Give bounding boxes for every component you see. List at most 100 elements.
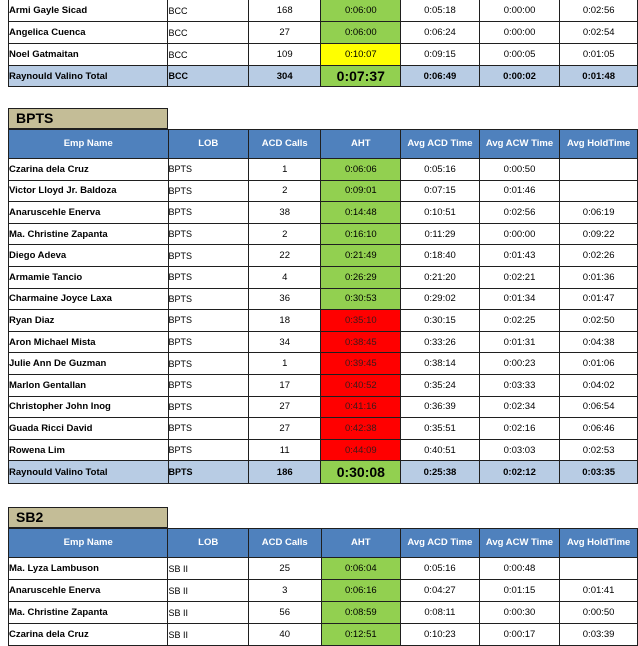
emp-name-cell: Czarina dela Cruz <box>8 158 169 181</box>
acd-calls-cell: 2 <box>247 179 322 203</box>
avg-hold-time-cell: 0:00:50 <box>559 601 638 624</box>
total-emp-name-cell: Raynould Valino Total <box>8 460 169 485</box>
total-row: Raynould Valino Total BPTS 186 0:30:08 0:25:… <box>8 460 638 485</box>
aht-cell: 0:35:10 <box>320 309 402 332</box>
sb2-header-row: Emp Name LOB ACD Calls AHT Avg ACD Time … <box>7 528 638 558</box>
avg-acd-time-cell: 0:05:16 <box>400 557 480 580</box>
emp-name-cell: Ma. Christine Zapanta <box>8 222 169 246</box>
acd-calls-cell: 27 <box>247 21 322 44</box>
avg-hold-time-cell: 0:06:19 <box>559 201 638 224</box>
total-avg-acd-time-cell: 0:25:38 <box>400 460 480 485</box>
avg-acd-time-cell: 0:18:40 <box>400 244 480 267</box>
table-row: Marlon Gentallan BPTS 17 0:40:52 0:35:24 0:03… <box>8 373 638 397</box>
section-title-bpts: BPTS <box>8 108 168 129</box>
emp-name-cell: Anaruscehle Enerva <box>8 201 169 224</box>
lob-cell: BPTS <box>167 417 249 440</box>
acd-calls-cell: 34 <box>247 330 322 354</box>
avg-acd-time-cell: 0:36:39 <box>400 395 480 419</box>
total-acd-calls-cell: 186 <box>247 460 322 485</box>
lob-cell: BPTS <box>167 330 249 354</box>
avg-acd-time-cell: 0:05:18 <box>400 0 480 22</box>
aht-cell: 0:21:49 <box>320 244 402 267</box>
total-aht-cell: 0:30:08 <box>320 460 402 485</box>
table-row: Czarina dela Cruz BPTS 1 0:06:06 0:05:16 0:00… <box>8 158 638 181</box>
lob-cell: BPTS <box>167 222 249 246</box>
emp-name-cell: Ma. Lyza Lambuson <box>7 557 169 580</box>
avg-acw-time-cell: 0:02:16 <box>478 417 561 440</box>
avg-acd-time-cell: 0:40:51 <box>400 438 480 462</box>
header-lob: LOB <box>167 528 249 558</box>
lob-cell: BCC <box>167 21 249 44</box>
emp-name-cell: Armamie Tancio <box>8 265 169 289</box>
sb2-table: Emp Name LOB ACD Calls AHT Avg ACD Time … <box>7 528 638 646</box>
avg-acw-time-cell: 0:02:25 <box>478 309 561 332</box>
lob-cell: BCC <box>167 43 249 66</box>
table-row: Charmaine Joyce Laxa BPTS 36 0:30:53 0:29:02… <box>8 287 638 311</box>
avg-acw-time-cell: 0:03:33 <box>478 373 561 397</box>
lob-cell: BPTS <box>167 287 249 311</box>
bcc-table: Armi Gayle Sicad BCC 168 0:06:00 0:05:18 0:00… <box>7 0 638 87</box>
emp-name-cell: Ryan Diaz <box>8 309 169 332</box>
aht-cell: 0:26:29 <box>320 265 402 289</box>
header-emp-name: Emp Name <box>8 129 169 159</box>
avg-acw-time-cell: 0:01:43 <box>478 244 561 267</box>
avg-hold-time-cell: 0:09:22 <box>559 222 638 246</box>
acd-calls-cell: 27 <box>247 417 322 440</box>
avg-acw-time-cell: 0:01:34 <box>478 287 561 311</box>
table-row: Ma. Christine Zapanta BPTS 2 0:16:10 0:11:29… <box>8 222 638 246</box>
aht-cell: 0:39:45 <box>320 352 402 375</box>
acd-calls-cell: 109 <box>247 43 322 66</box>
avg-hold-time-cell: 0:01:06 <box>559 352 638 375</box>
total-lob-cell: BCC <box>167 65 249 87</box>
total-aht-cell: 0:07:37 <box>320 65 402 87</box>
section-title-sb2: SB2 <box>8 507 168 528</box>
table-row: Guada Ricci David BPTS 27 0:42:38 0:35:51 0:0… <box>8 417 638 440</box>
emp-name-cell: Christopher John Inog <box>8 395 169 419</box>
aht-cell: 0:08:59 <box>320 601 402 624</box>
emp-name-cell: Victor Lloyd Jr. Baldoza <box>8 179 169 203</box>
table-row: Angelica Cuenca BCC 27 0:06:00 0:06:24 0:00:0… <box>7 21 638 44</box>
aht-cell: 0:10:07 <box>320 43 402 66</box>
header-acd-calls: ACD Calls <box>247 129 322 159</box>
lob-cell: BCC <box>167 0 249 22</box>
avg-acw-time-cell: 0:00:05 <box>478 43 561 66</box>
lob-cell: BPTS <box>167 179 249 203</box>
table-row: Christopher John Inog BPTS 27 0:41:16 0:36:3… <box>8 395 638 419</box>
avg-hold-time-cell: 0:02:50 <box>559 309 638 332</box>
avg-acd-time-cell: 0:38:14 <box>400 352 480 375</box>
table-row: Armi Gayle Sicad BCC 168 0:06:00 0:05:18 0:00… <box>7 0 638 22</box>
aht-cell: 0:16:10 <box>320 222 402 246</box>
aht-cell: 0:44:09 <box>320 438 402 462</box>
acd-calls-cell: 56 <box>247 601 322 624</box>
table-row: Julie Ann De Guzman BPTS 1 0:39:45 0:38:14 0:… <box>8 352 638 375</box>
acd-calls-cell: 18 <box>247 309 322 332</box>
emp-name-cell: Aron Michael Mista <box>8 330 169 354</box>
avg-hold-time-cell: 0:02:53 <box>559 438 638 462</box>
avg-acw-time-cell: 0:01:31 <box>478 330 561 354</box>
lob-cell: SB II <box>167 601 249 624</box>
aht-cell: 0:06:00 <box>320 21 402 44</box>
total-lob-cell: BPTS <box>167 460 249 485</box>
table-row: Victor Lloyd Jr. Baldoza BPTS 2 0:09:01 0:07… <box>8 179 638 203</box>
avg-hold-time-cell: 0:06:46 <box>559 417 638 440</box>
avg-hold-time-cell: 0:02:26 <box>559 244 638 267</box>
total-avg-hold-time-cell: 0:03:35 <box>559 460 638 485</box>
avg-acd-time-cell: 0:21:20 <box>400 265 480 289</box>
avg-acd-time-cell: 0:06:24 <box>400 21 480 44</box>
avg-acw-time-cell: 0:02:34 <box>478 395 561 419</box>
emp-name-cell: Angelica Cuenca <box>7 21 169 44</box>
avg-acw-time-cell: 0:00:48 <box>478 557 561 580</box>
lob-cell: SB II <box>167 579 249 602</box>
bpts-header-row: Emp Name LOB ACD Calls AHT Avg ACD Time … <box>8 129 638 159</box>
aht-cell: 0:06:04 <box>320 557 402 580</box>
aht-cell: 0:06:16 <box>320 579 402 602</box>
avg-acd-time-cell: 0:07:15 <box>400 179 480 203</box>
bpts-table: Emp Name LOB ACD Calls AHT Avg ACD Time … <box>8 129 638 485</box>
acd-calls-cell: 22 <box>247 244 322 267</box>
avg-acd-time-cell: 0:05:16 <box>400 158 480 181</box>
avg-acw-time-cell: 0:00:50 <box>478 158 561 181</box>
avg-hold-time-cell <box>559 158 638 181</box>
table-row: Ryan Diaz BPTS 18 0:35:10 0:30:15 0:02:25 0:02… <box>8 309 638 332</box>
table-row: Aron Michael Mista BPTS 34 0:38:45 0:33:26 0:… <box>8 330 638 354</box>
avg-hold-time-cell: 0:01:41 <box>559 579 638 602</box>
